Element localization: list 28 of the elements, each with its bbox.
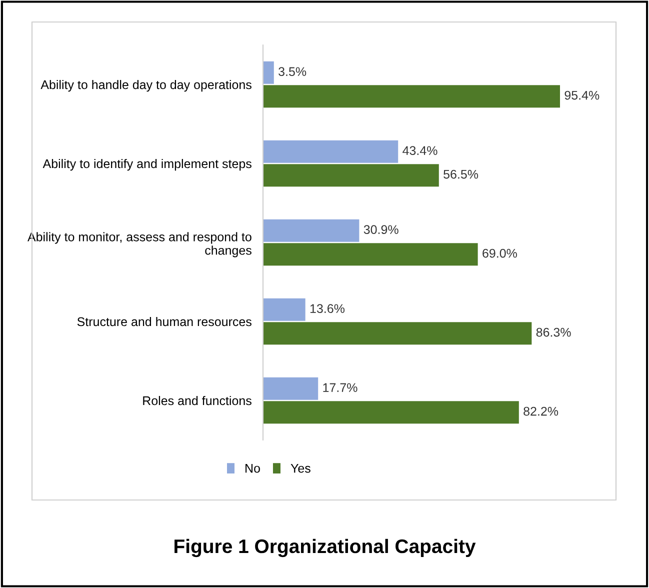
data-label: 17.7% bbox=[323, 383, 358, 392]
y-tick-label: Ability to monitor, assess and respond to changes bbox=[28, 232, 252, 258]
bar bbox=[263, 243, 478, 266]
data-label: 95.4% bbox=[564, 90, 600, 100]
y-tick-label: Structure and human resources bbox=[77, 316, 252, 326]
bar bbox=[263, 377, 318, 400]
bar bbox=[263, 322, 532, 345]
text: Figure 1 Organizational Capacity bbox=[174, 538, 476, 558]
data-label: 69.0% bbox=[482, 248, 517, 258]
bar bbox=[263, 298, 306, 321]
y-tick-label: Roles and functions bbox=[143, 396, 252, 406]
data-label: 82.2% bbox=[524, 406, 558, 416]
y-tick-label: Ability to identify and implement steps bbox=[42, 158, 252, 171]
data-label: 3.5% bbox=[278, 67, 306, 76]
bar bbox=[263, 164, 439, 187]
bar bbox=[263, 85, 560, 108]
bar bbox=[263, 219, 360, 242]
bar bbox=[263, 140, 398, 163]
data-label: 30.9% bbox=[364, 225, 398, 234]
data-label: 13.6% bbox=[310, 304, 345, 314]
data-label: 56.5% bbox=[444, 170, 478, 179]
legend-label: Yes bbox=[290, 464, 310, 473]
y-tick-label: Ability to handle day to day operations bbox=[40, 80, 252, 92]
data-label: 43.4% bbox=[402, 146, 438, 156]
data-label: 86.3% bbox=[536, 328, 571, 337]
legend-label: No bbox=[246, 464, 260, 473]
bar bbox=[263, 401, 519, 424]
bar bbox=[263, 61, 274, 84]
